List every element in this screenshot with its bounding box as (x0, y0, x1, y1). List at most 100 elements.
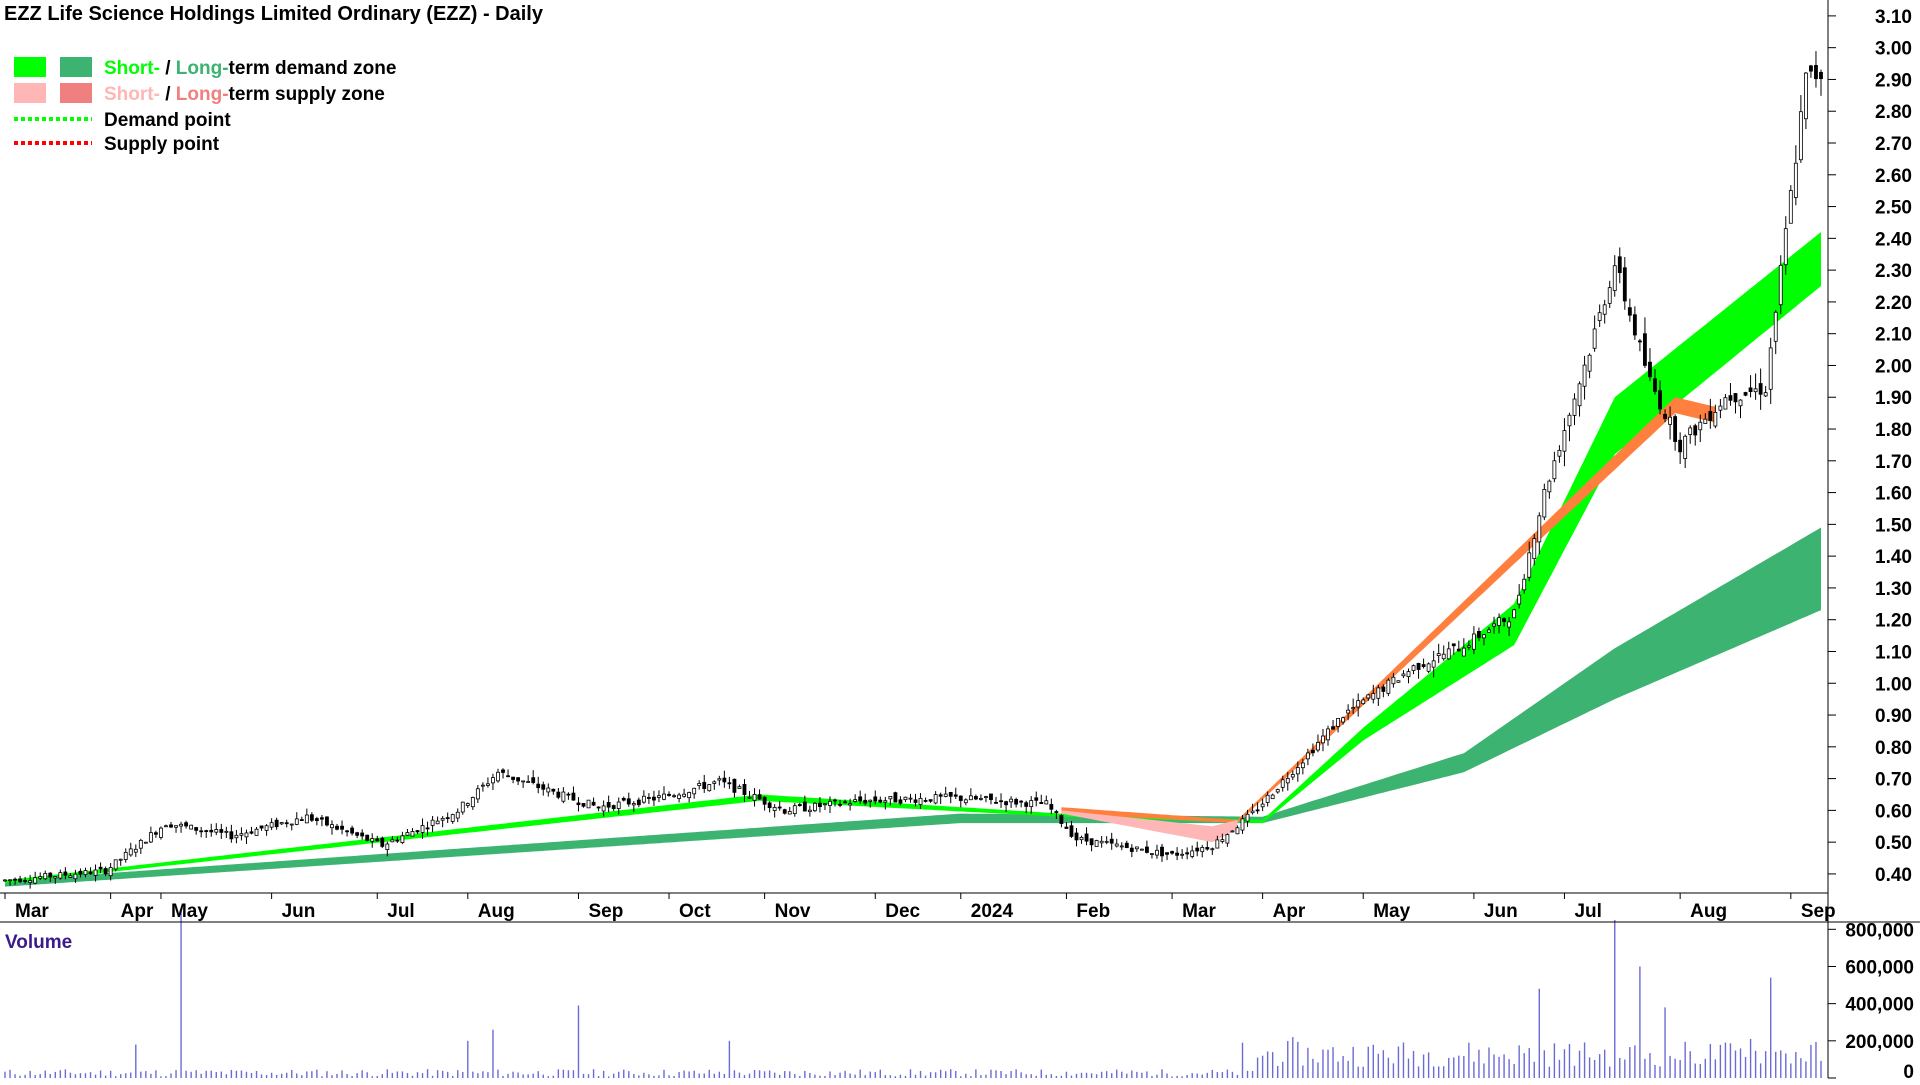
candle-body (470, 797, 475, 808)
candle-body (1220, 839, 1225, 842)
candle-body (823, 803, 827, 806)
candle-body (672, 795, 676, 798)
price-tick-label: 2.00 (1875, 356, 1912, 377)
candle-body (692, 787, 697, 795)
candle-body (199, 830, 204, 833)
candle-body (269, 822, 274, 828)
legend-demand-zone-label: Short- / Long-term demand zone (104, 58, 396, 79)
candle-body (1331, 726, 1335, 730)
price-tick-label: 0.90 (1875, 706, 1912, 727)
x-tick-label: Jul (1574, 901, 1601, 922)
candle-body (636, 799, 641, 806)
x-tick-label: Feb (1076, 901, 1110, 922)
price-tick-label: 1.00 (1875, 674, 1912, 695)
candle-body (123, 851, 128, 860)
candle-body (838, 803, 842, 806)
candle-body (1311, 749, 1315, 754)
candle-body (1004, 801, 1008, 806)
candle-body (1079, 836, 1084, 841)
candle-body (289, 823, 294, 826)
candle-body (1627, 307, 1632, 316)
price-tick-label: 3.10 (1875, 7, 1912, 28)
candle-body (1245, 813, 1250, 822)
candle-body (717, 778, 722, 781)
price-tick-label: 1.50 (1875, 515, 1912, 536)
candle-body (833, 799, 837, 802)
candle-body (994, 801, 998, 804)
candle-body (98, 866, 103, 870)
price-tick-label: 2.90 (1875, 70, 1912, 91)
candle-body (873, 796, 878, 802)
candle-body (1718, 405, 1723, 411)
candle-body (536, 783, 541, 789)
price-tick-label: 1.70 (1875, 452, 1912, 473)
candle-body (1577, 383, 1582, 407)
candle-body (1054, 811, 1059, 813)
candle-body (1738, 399, 1743, 407)
candle-body (1396, 680, 1401, 683)
candle-body (1361, 699, 1366, 705)
candle-body (1134, 846, 1139, 850)
candle-body (1798, 111, 1803, 161)
price-tick-label: 2.70 (1875, 134, 1912, 155)
candle-body (918, 797, 923, 805)
candle-body (1587, 354, 1592, 372)
candle-body (28, 880, 33, 883)
candle-body (224, 830, 229, 833)
volume-layer (4, 908, 1822, 1078)
candle-body (1064, 826, 1069, 829)
candle-body (314, 818, 319, 822)
candle-body (320, 817, 324, 820)
candle-body (1653, 378, 1657, 392)
candle-body (445, 817, 450, 820)
candle-body (88, 871, 93, 875)
candle-body (1542, 489, 1547, 518)
candle-body (1512, 609, 1517, 619)
price-tick-label: 2.80 (1875, 102, 1912, 123)
candle-body (450, 814, 455, 822)
candle-body (1190, 850, 1195, 857)
candle-body (284, 822, 289, 825)
candle-body (772, 807, 777, 811)
candle-body (737, 786, 742, 789)
candle-body (1351, 707, 1356, 710)
candle-body (455, 811, 460, 819)
candle-body (616, 801, 621, 809)
candle-body (1612, 265, 1617, 291)
candle-body (1567, 414, 1572, 427)
candle-body (853, 799, 858, 802)
candle-body (1371, 693, 1376, 700)
candle-body (279, 822, 284, 825)
candle-body (662, 793, 666, 800)
price-tick-label: 2.30 (1875, 261, 1912, 282)
candle-body (601, 805, 606, 812)
candle-body (677, 794, 681, 799)
legend-swatch-short-demand (14, 57, 46, 77)
candle-body (496, 771, 500, 782)
candle-body (802, 801, 807, 812)
candle-body (556, 791, 561, 798)
x-tick-label: Jun (282, 901, 316, 922)
candle-body (1034, 797, 1039, 801)
x-tick-label: May (1373, 901, 1410, 922)
candle-body (1059, 814, 1064, 824)
candle-body (209, 829, 214, 833)
candle-body (325, 816, 329, 826)
candle-body (1773, 311, 1778, 342)
candle-body (888, 795, 893, 800)
candle-body (1547, 480, 1552, 493)
price-tick-label: 0.40 (1875, 865, 1912, 886)
candle-body (1643, 333, 1647, 366)
candle-body (812, 802, 817, 812)
candle-body (973, 796, 978, 800)
candle-body (1180, 853, 1185, 856)
candle-body (762, 796, 767, 805)
candle-body (1552, 460, 1557, 480)
x-tick-label: Sep (588, 901, 623, 922)
x-tick-label: Jul (387, 901, 414, 922)
candle-body (1743, 392, 1748, 396)
candle-body (767, 802, 772, 809)
candle-body (239, 833, 244, 836)
candle-body (646, 797, 651, 799)
price-tick-label: 1.20 (1875, 611, 1912, 632)
